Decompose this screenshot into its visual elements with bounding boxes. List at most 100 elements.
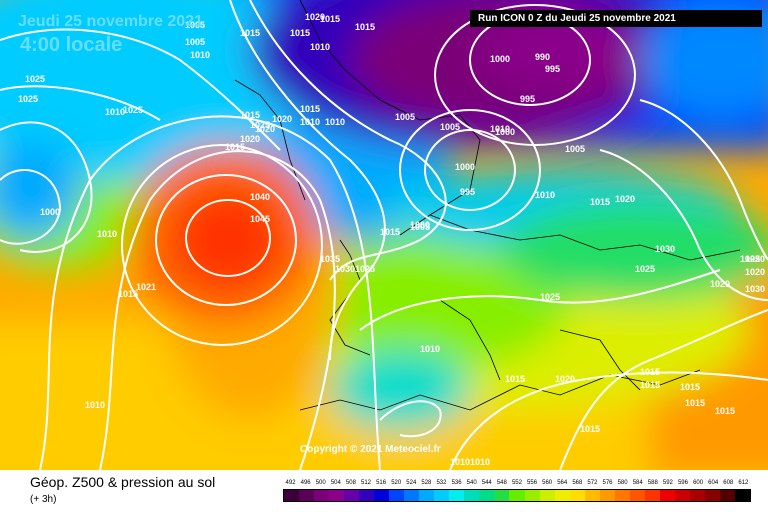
forecast-date: Jeudi 25 novembre 2021	[18, 13, 203, 30]
legend-swatch	[479, 490, 495, 501]
isobar-label: 1015	[118, 289, 138, 299]
legend-swatch	[494, 490, 510, 501]
isobar-label: 1010	[310, 42, 330, 52]
isobar-label: 1015	[680, 382, 700, 392]
legend-label: 564	[557, 480, 568, 486]
legend-color-bar	[283, 489, 751, 502]
isobar-label: 1030	[655, 244, 675, 254]
isobar-label: 1010	[85, 400, 105, 410]
isobar-label: 1025	[740, 254, 760, 264]
legend-label: 540	[466, 480, 477, 486]
isobar-label: 1010	[420, 344, 440, 354]
legend-swatch	[404, 490, 420, 501]
isobar-label: 1010	[105, 107, 125, 117]
legend-label: 548	[496, 480, 507, 486]
isobar-label: 1015	[240, 110, 260, 120]
legend-swatch	[704, 490, 720, 501]
weather-map: 1005101510051015102010101010101510151005…	[0, 0, 768, 470]
legend-label: 596	[677, 480, 688, 486]
isobar-label: 1025	[635, 264, 655, 274]
legend-swatch	[524, 490, 540, 501]
legend-swatch	[734, 490, 750, 501]
legend-label: 608	[723, 480, 734, 486]
legend-swatch	[434, 490, 450, 501]
legend-label: 560	[542, 480, 553, 486]
isobar-label: 1025	[540, 292, 560, 302]
legend-swatch	[569, 490, 585, 501]
legend-swatch	[614, 490, 630, 501]
isobar-label: 1015	[300, 104, 320, 114]
legend-swatch	[629, 490, 645, 501]
isobar-label: 1021	[136, 282, 156, 292]
run-info-banner: Run ICON 0 Z du Jeudi 25 novembre 2021	[470, 10, 762, 27]
legend-swatch	[284, 490, 300, 501]
isobar-label: 1035	[320, 254, 340, 264]
isobar-label: 1005	[440, 122, 460, 132]
isobar-label: 1020	[745, 267, 765, 277]
legend-swatch	[719, 490, 735, 501]
isobar-label: 1015	[320, 14, 340, 24]
legend-label: 588	[647, 480, 658, 486]
legend-label: 576	[602, 480, 613, 486]
legend-label: 516	[376, 480, 387, 486]
legend-label: 556	[527, 480, 538, 486]
map-title: Géop. Z500 & pression au sol	[30, 474, 216, 490]
isobar-label: 995	[545, 64, 560, 74]
legend-label: 504	[330, 480, 341, 486]
isobar-label: 1030	[745, 284, 765, 294]
isobar-label: 1000	[40, 207, 60, 217]
legend-label: 544	[481, 480, 492, 486]
isobar-label: 1000	[495, 127, 515, 137]
legend-label: 592	[662, 480, 673, 486]
legend-label: 528	[421, 480, 432, 486]
isobar-label: 1025	[355, 264, 375, 274]
legend-label: 600	[693, 480, 704, 486]
isobar-label: 1010	[190, 50, 210, 60]
isobar-label: 1015	[240, 28, 260, 38]
isobar-label: 995	[520, 94, 535, 104]
legend-swatch	[299, 490, 315, 501]
isobar-label: 1005	[565, 144, 585, 154]
legend-label: 512	[361, 480, 372, 486]
isobar-label: 1025	[18, 94, 38, 104]
isobar-label: 1020	[615, 194, 635, 204]
legend-label: 508	[345, 480, 356, 486]
isobar-label: 1010	[470, 457, 490, 467]
isobar-label: 1000	[410, 220, 430, 230]
isobar-label: 1015	[380, 227, 400, 237]
legend-label: 524	[406, 480, 417, 486]
isobar-label: 1005	[185, 37, 205, 47]
isobar-label: 1020	[305, 12, 325, 22]
copyright-notice: Copyright © 2021 Meteociel.fr	[300, 444, 441, 455]
isobar-label: 1010	[97, 229, 117, 239]
isobar-label: 1025	[123, 105, 143, 115]
isobar-label: 1020	[555, 374, 575, 384]
isobar-label: 1040	[250, 192, 270, 202]
isobar-label: 1015	[355, 22, 375, 32]
legend-label: 520	[391, 480, 402, 486]
legend-label: 536	[451, 480, 462, 486]
isobar-label: 1015	[640, 367, 660, 377]
legend-label: 604	[708, 480, 719, 486]
legend-swatch	[509, 490, 525, 501]
legend-swatch	[419, 490, 435, 501]
legend-label: 532	[436, 480, 447, 486]
legend-swatch	[359, 490, 375, 501]
legend-label: 572	[587, 480, 598, 486]
legend-swatch	[644, 490, 660, 501]
legend-swatch	[674, 490, 690, 501]
legend-label: 584	[632, 480, 643, 486]
legend-swatch	[659, 490, 675, 501]
legend-label: 568	[572, 480, 583, 486]
isobar-label: 1010	[300, 117, 320, 127]
legend-swatch	[464, 490, 480, 501]
isobar-label: 1015	[685, 398, 705, 408]
isobar-label: 1020	[745, 254, 765, 264]
map-footer: Géop. Z500 & pression au sol (+ 3h) 492 4…	[0, 470, 768, 512]
isobar-label: 1015	[580, 424, 600, 434]
legend-swatch	[389, 490, 405, 501]
isobar-label: 1015	[225, 142, 245, 152]
legend-label: 552	[511, 480, 522, 486]
legend-swatch	[344, 490, 360, 501]
isobar-label: 1005	[410, 222, 430, 232]
